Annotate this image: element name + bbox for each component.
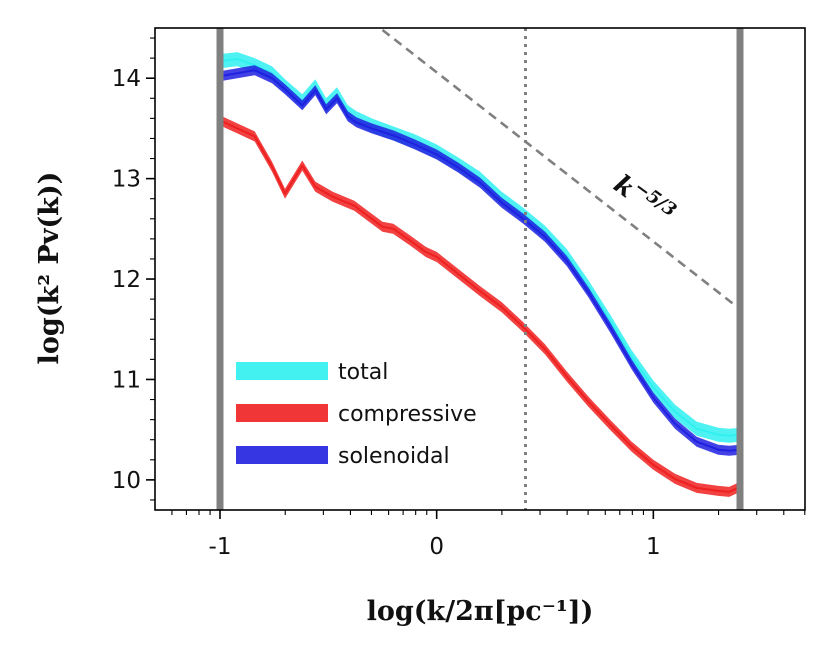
reference-slope-label: k−5/3 bbox=[608, 166, 680, 232]
x-tick-label: 1 bbox=[646, 534, 661, 560]
y-tick-label: 10 bbox=[112, 468, 141, 494]
legend-label-total: total bbox=[338, 360, 388, 385]
reference-slope-line bbox=[381, 28, 741, 311]
x-tick-label: -1 bbox=[209, 534, 232, 560]
y-tick-label: 11 bbox=[112, 367, 141, 393]
legend-swatch-solenoidal bbox=[236, 446, 328, 464]
y-tick-label: 13 bbox=[112, 167, 141, 193]
y-tick-label: 14 bbox=[112, 66, 141, 92]
x-axis-label: log(k/2π[pc⁻¹]) bbox=[367, 596, 594, 627]
series-line-solenoidal bbox=[219, 69, 741, 452]
series-band-total bbox=[220, 52, 740, 443]
plot-frame bbox=[154, 27, 806, 511]
legend-swatch-total bbox=[236, 362, 328, 380]
legend-label-compressive: compressive bbox=[338, 402, 477, 427]
y-axis-label: log(k² Pv(k)) bbox=[34, 172, 65, 365]
y-tick-label: 12 bbox=[112, 267, 141, 293]
legend-swatch-compressive bbox=[236, 404, 328, 422]
x-tick-label: 0 bbox=[429, 534, 444, 560]
legend-label-solenoidal: solenoidal bbox=[338, 444, 450, 469]
series-line-compressive bbox=[219, 119, 741, 493]
